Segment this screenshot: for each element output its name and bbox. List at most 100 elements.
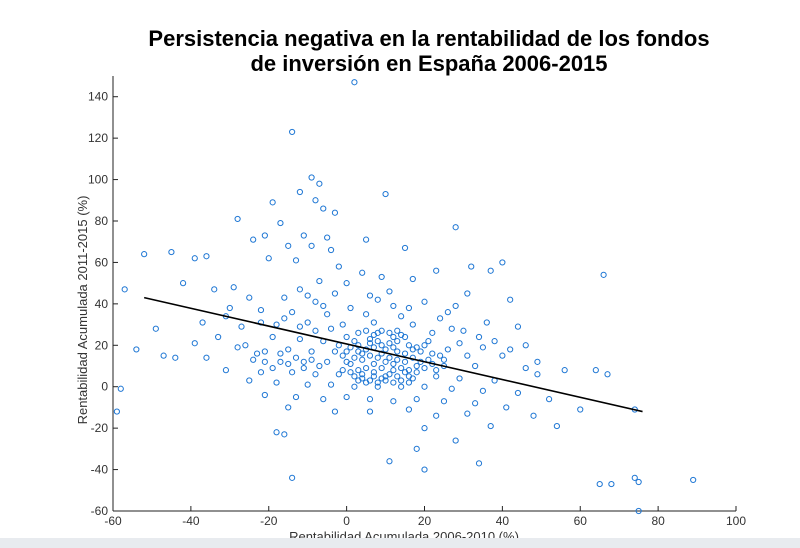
data-point xyxy=(331,209,339,216)
data-point xyxy=(421,383,428,390)
data-point xyxy=(401,333,409,341)
data-point xyxy=(429,350,436,357)
data-point xyxy=(600,271,607,278)
data-point xyxy=(413,362,420,370)
data-point xyxy=(382,190,389,198)
data-point xyxy=(281,294,288,301)
data-point xyxy=(452,437,459,444)
data-point xyxy=(487,267,494,274)
data-point xyxy=(339,352,346,359)
data-point xyxy=(261,232,268,239)
data-point xyxy=(121,286,128,293)
data-point xyxy=(421,466,428,473)
data-point xyxy=(390,302,397,310)
data-point xyxy=(296,335,303,343)
chart-title-line-2: de inversión en España 2006-2015 xyxy=(250,51,607,76)
data-point xyxy=(592,367,599,374)
data-point xyxy=(366,408,374,415)
data-point xyxy=(394,356,401,363)
y-tick-label: 0 xyxy=(101,380,108,394)
data-point xyxy=(499,352,506,359)
data-point xyxy=(409,375,416,382)
data-point xyxy=(374,354,381,361)
data-point xyxy=(378,350,385,357)
x-tick-label: 60 xyxy=(574,514,588,528)
data-point xyxy=(370,373,377,380)
data-point xyxy=(479,387,487,394)
data-point xyxy=(421,342,428,349)
data-point xyxy=(452,224,459,231)
data-point xyxy=(362,327,370,334)
y-tick-label: -60 xyxy=(91,504,109,518)
data-point xyxy=(343,280,350,287)
data-point xyxy=(172,354,179,361)
data-point xyxy=(401,350,409,357)
data-point xyxy=(546,396,553,403)
data-point xyxy=(308,174,315,181)
data-point xyxy=(433,267,440,274)
x-tick-label: 0 xyxy=(343,514,350,528)
data-point xyxy=(514,323,522,330)
data-point xyxy=(362,364,370,372)
data-point xyxy=(382,346,389,353)
data-point xyxy=(386,371,393,378)
data-point xyxy=(604,371,611,378)
data-point xyxy=(398,377,405,384)
x-tick-label: 20 xyxy=(418,514,432,528)
y-tick-label: 100 xyxy=(88,173,108,187)
data-point xyxy=(413,344,420,351)
data-point xyxy=(199,319,206,326)
data-point xyxy=(261,391,268,399)
data-point xyxy=(635,507,642,515)
y-tick-label: 120 xyxy=(88,131,108,145)
data-point xyxy=(269,364,276,372)
data-point xyxy=(374,296,381,303)
data-point xyxy=(394,348,401,355)
data-point xyxy=(413,445,420,452)
data-point xyxy=(386,288,393,295)
data-point xyxy=(444,346,451,353)
chart-title-line-1: Persistencia negativa en la rentabilidad… xyxy=(148,26,709,51)
data-point xyxy=(312,298,319,305)
data-point xyxy=(300,232,307,239)
data-point xyxy=(269,199,276,206)
regression-line xyxy=(143,296,643,413)
data-point xyxy=(366,352,374,359)
data-point xyxy=(300,364,307,372)
data-point xyxy=(472,362,479,370)
data-points xyxy=(113,79,697,515)
data-point xyxy=(464,290,471,297)
data-point xyxy=(320,302,327,310)
data-point xyxy=(362,236,370,243)
chart-axes: -60 -40 -20 0 20 40 60 80 100 -60 -40 -20 0 20 40 60 80 1… xyxy=(88,76,746,528)
data-point xyxy=(464,410,471,417)
data-point xyxy=(343,393,350,401)
data-point xyxy=(483,319,490,326)
data-point xyxy=(327,381,335,388)
data-point xyxy=(316,180,323,187)
data-point xyxy=(479,344,487,351)
data-point xyxy=(468,263,475,270)
data-point xyxy=(308,242,315,249)
y-tick-label: 140 xyxy=(88,90,108,104)
data-point xyxy=(398,313,405,320)
data-point xyxy=(168,248,175,256)
data-point xyxy=(203,354,210,361)
x-tick-label: -60 xyxy=(104,514,122,528)
data-point xyxy=(203,253,210,260)
data-point xyxy=(433,412,440,419)
data-point xyxy=(257,306,265,314)
data-point xyxy=(362,379,370,386)
data-point xyxy=(355,329,362,336)
data-point xyxy=(386,458,393,465)
data-point xyxy=(289,369,296,376)
data-point xyxy=(339,367,346,374)
data-point xyxy=(514,389,522,397)
data-point xyxy=(456,340,463,347)
data-point xyxy=(238,323,245,330)
data-point xyxy=(394,373,401,380)
data-point xyxy=(386,329,393,336)
data-point xyxy=(366,335,374,343)
data-point xyxy=(113,408,120,415)
data-point xyxy=(273,321,280,328)
